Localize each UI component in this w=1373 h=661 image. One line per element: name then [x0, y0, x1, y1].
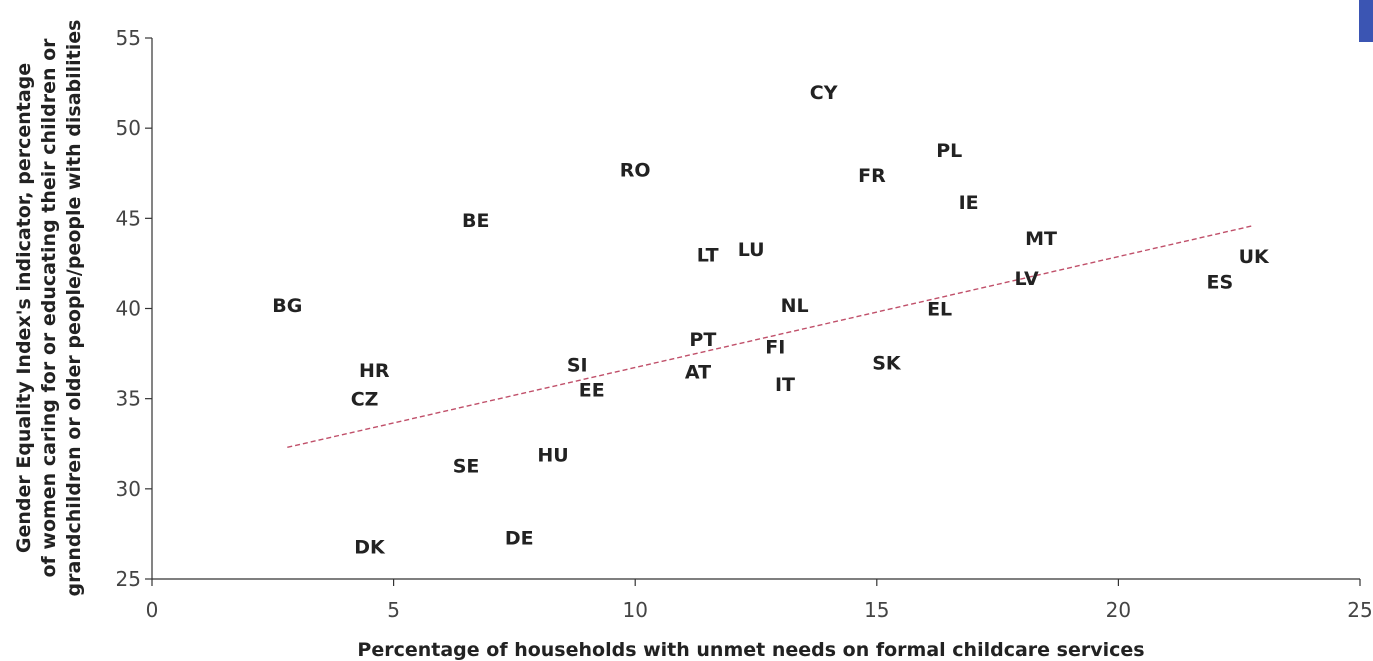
point-label-fi: FI	[765, 336, 785, 358]
x-tick-label: 25	[1347, 598, 1372, 622]
point-label-cz: CZ	[351, 389, 379, 411]
point-label-at: AT	[685, 362, 711, 384]
x-tick-label: 0	[146, 598, 159, 622]
point-label-lv: LV	[1014, 268, 1038, 290]
point-label-de: DE	[505, 528, 534, 550]
point-label-se: SE	[453, 455, 480, 477]
point-labels: BG HR CZ DK BE SE DE HU SI EE RO LT PT AT LU FI IT NL CY FR…	[272, 82, 1270, 558]
y-tick-label: 50	[116, 116, 141, 140]
point-label-fr: FR	[858, 165, 886, 187]
point-label-nl: NL	[781, 295, 809, 317]
x-axis-title: Percentage of households with unmet need…	[357, 639, 1144, 661]
y-tick-label: 55	[116, 26, 141, 50]
point-label-si: SI	[567, 354, 588, 376]
ticks: 25 30 35 40 45 50 55 0 5 10 15 20 25	[116, 26, 1373, 622]
point-label-pt: PT	[689, 329, 716, 351]
y-axis-title-line: Gender Equality Index's indicator, perce…	[13, 63, 35, 553]
y-tick-label: 40	[116, 297, 141, 321]
y-tick-label: 35	[116, 387, 141, 411]
y-tick-label: 30	[116, 477, 141, 501]
y-axis-title-line: grandchildren or older people/people wit…	[63, 20, 85, 597]
point-label-bg: BG	[272, 295, 302, 317]
trendline	[287, 224, 1254, 449]
point-label-hu: HU	[537, 445, 568, 467]
y-axis-title: Gender Equality Index's indicator, perce…	[13, 20, 85, 597]
point-label-hr: HR	[359, 360, 390, 382]
axes	[151, 38, 1360, 580]
point-label-lt: LT	[697, 244, 719, 266]
point-label-cy: CY	[810, 82, 838, 104]
y-tick-label: 45	[116, 206, 141, 230]
x-tick-label: 10	[622, 598, 647, 622]
corner-badge	[1359, 0, 1373, 42]
x-tick-label: 20	[1106, 598, 1131, 622]
point-label-lu: LU	[738, 239, 765, 261]
y-axis-title-line: of women caring for or educating their c…	[38, 38, 60, 578]
y-tick-label: 25	[116, 567, 141, 591]
point-label-be: BE	[462, 210, 489, 232]
point-label-mt: MT	[1025, 228, 1057, 250]
point-label-dk: DK	[354, 537, 386, 559]
point-label-es: ES	[1207, 271, 1234, 293]
point-label-ie: IE	[959, 192, 979, 214]
point-label-pl: PL	[936, 140, 962, 162]
point-label-sk: SK	[872, 353, 902, 375]
point-label-uk: UK	[1239, 246, 1270, 268]
point-label-ee: EE	[579, 380, 605, 402]
trendline-group	[287, 224, 1254, 449]
x-tick-label: 15	[864, 598, 889, 622]
point-label-ro: RO	[620, 160, 651, 182]
point-label-el: EL	[927, 299, 952, 321]
x-tick-label: 5	[387, 598, 400, 622]
point-label-it: IT	[775, 374, 795, 396]
